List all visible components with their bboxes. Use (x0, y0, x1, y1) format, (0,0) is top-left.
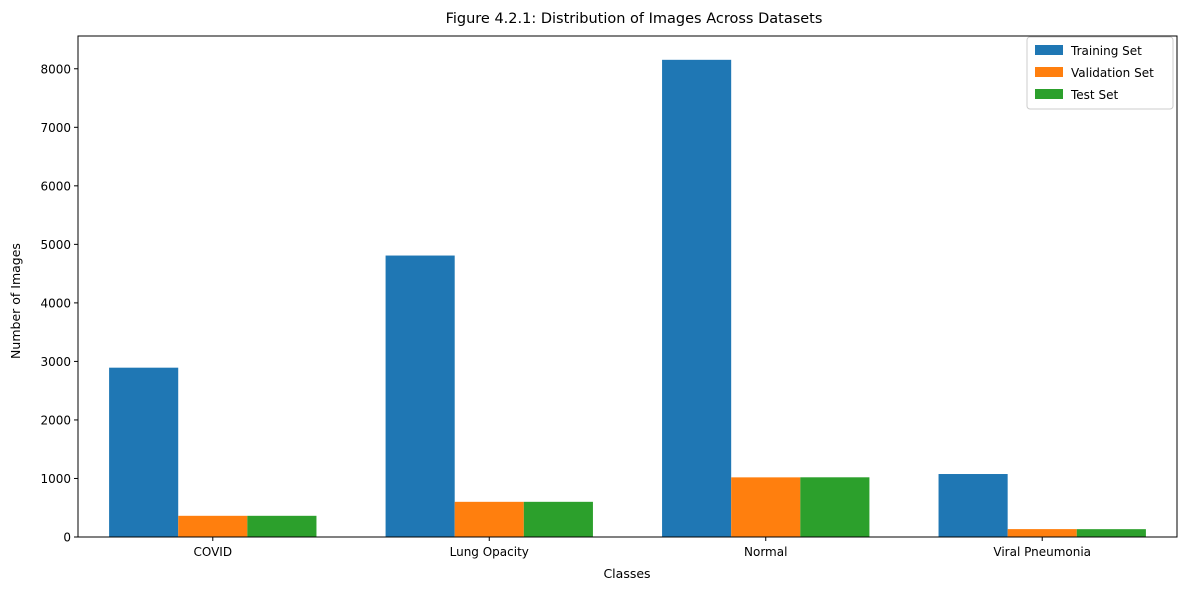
legend-box (1026, 36, 1174, 110)
y-tick-label: 2000 (40, 413, 71, 427)
y-tick-label: 6000 (40, 179, 71, 193)
legend-swatch (1035, 45, 1063, 55)
y-tick-label: 0 (63, 531, 71, 545)
legend-swatch (1035, 67, 1063, 77)
legend-label: Training Set (1070, 44, 1142, 58)
bar-training-set-viral-pneumonia (938, 474, 1008, 537)
bar-test-set-lung-opacity (523, 501, 593, 537)
legend-swatch (1035, 89, 1063, 99)
legend-label: Test Set (1070, 88, 1118, 102)
bar-training-set-covid (109, 367, 179, 537)
y-tick-label: 3000 (40, 355, 71, 369)
bar-validation-set-covid (178, 515, 248, 537)
bar-validation-set-lung-opacity (454, 501, 524, 537)
bar-test-set-covid (247, 515, 317, 537)
bar-test-set-viral-pneumonia (1076, 529, 1146, 537)
chart-title: Figure 4.2.1: Distribution of Images Acr… (446, 11, 823, 27)
bar-validation-set-viral-pneumonia (1007, 529, 1077, 537)
x-axis-label: Classes (603, 566, 650, 581)
y-tick-label: 1000 (40, 472, 71, 486)
bars-layer (109, 59, 1146, 538)
y-tick-label: 7000 (40, 121, 71, 135)
y-tick-label: 8000 (40, 62, 71, 76)
y-tick-label: 4000 (40, 296, 71, 310)
legend-label: Validation Set (1071, 66, 1154, 80)
y-tick-label: 5000 (40, 238, 71, 252)
plot-frame (77, 35, 1178, 538)
x-tick-label: Viral Pneumonia (993, 545, 1091, 559)
y-axis-label: Number of Images (8, 243, 23, 359)
x-tick-label: Lung Opacity (450, 545, 529, 559)
x-tick-label: Normal (744, 545, 787, 559)
bar-training-set-lung-opacity (385, 255, 455, 538)
legend: Training Set Validation Set Test Set (1026, 36, 1174, 110)
bar-test-set-normal (800, 477, 870, 537)
axes-layer: 0 1000 2000 3000 4000 5000 6000 7000 8000 COVID Lu… (40, 35, 1178, 559)
x-tick-label: COVID (193, 545, 232, 559)
bar-validation-set-normal (731, 477, 801, 537)
bar-training-set-normal (662, 59, 732, 537)
